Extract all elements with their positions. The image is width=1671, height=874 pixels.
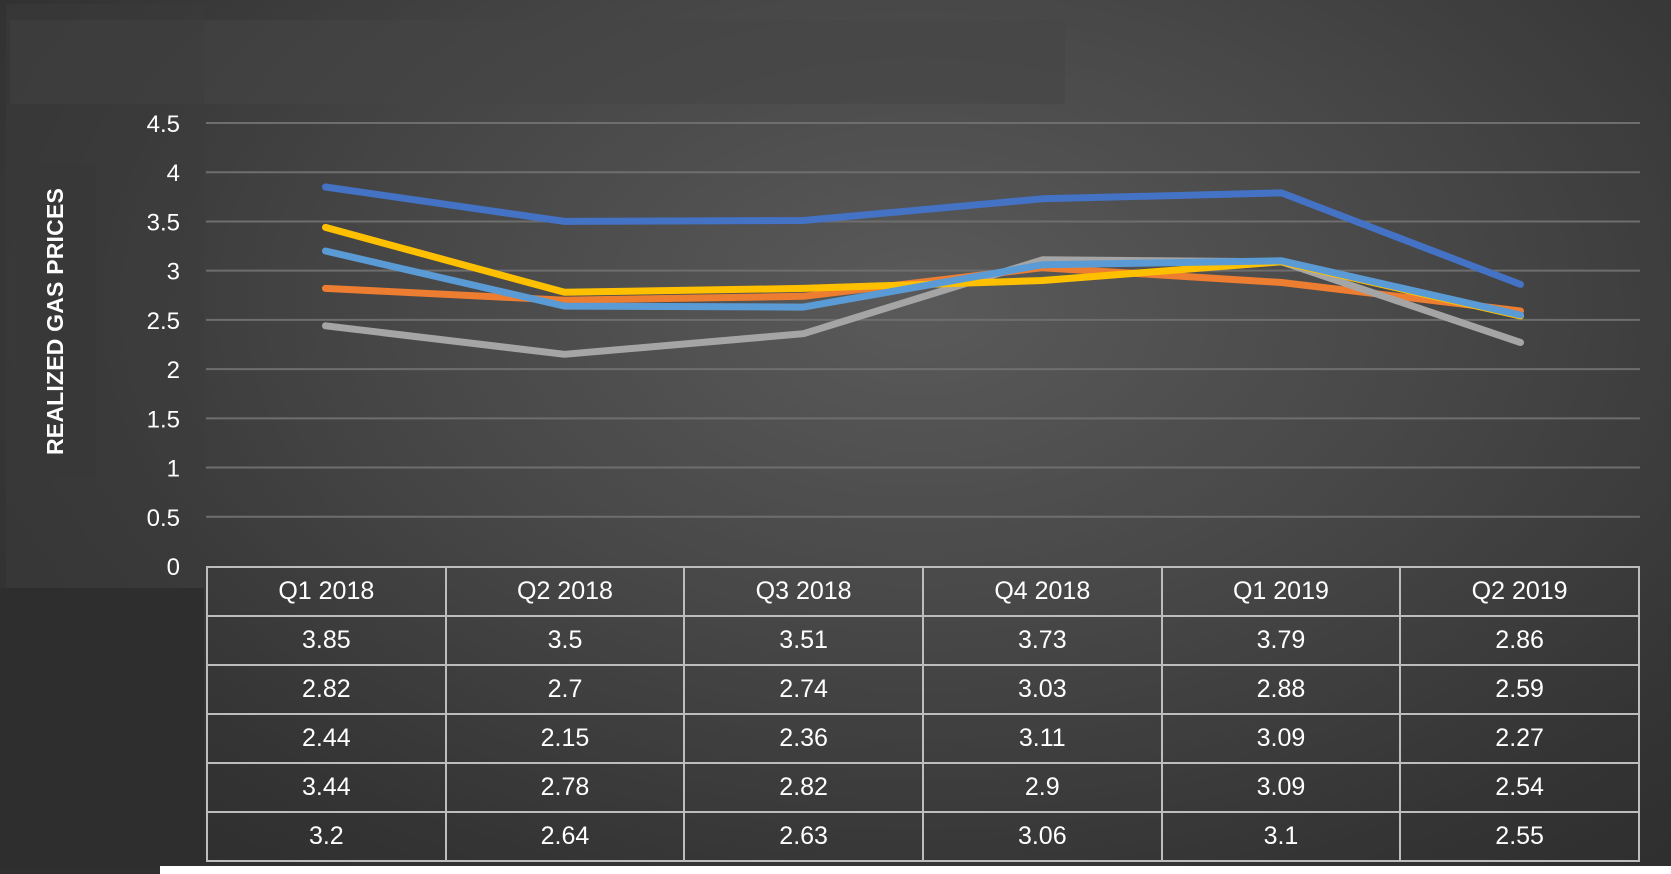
y-tick-label: 2.5: [147, 308, 180, 335]
series-line-3: [322, 256, 1524, 358]
table-cell: 2.63: [683, 811, 924, 862]
table-cell: 2.36: [683, 713, 924, 764]
table-row: 2.44 2.15 2.36 3.11 3.09 2.27: [206, 713, 1640, 764]
table-cell: 2.54: [1399, 762, 1640, 813]
table-cell: 3.03: [921, 664, 1163, 715]
footer-left-shade: [0, 866, 160, 874]
data-table-body: Q1 2018 Q2 2018 Q3 2018 Q4 2018 Q1 2019 Q2 20…: [206, 566, 1640, 862]
footer-strip: [0, 866, 1671, 874]
y-tick-label: 4.5: [147, 111, 180, 138]
x-category-label: Q1 2018: [206, 566, 447, 617]
table-cell: 2.59: [1399, 664, 1640, 715]
x-category-label: Q3 2018: [683, 566, 924, 617]
table-cell: 3.2: [206, 811, 447, 862]
table-cell: 3.79: [1160, 615, 1402, 666]
y-axis-title-box: [16, 164, 96, 478]
title-band: [10, 20, 1065, 104]
table-cell: 2.44: [206, 713, 447, 764]
series-lines: [322, 183, 1524, 358]
data-table: Q1 2018 Q2 2018 Q3 2018 Q4 2018 Q1 2019 Q2 20…: [206, 566, 1640, 862]
table-cell: 2.86: [1399, 615, 1640, 666]
y-tick-label: 3.5: [147, 209, 180, 236]
table-cell: 3.44: [206, 762, 447, 813]
table-row: 2.82 2.7 2.74 3.03 2.88 2.59: [206, 664, 1640, 715]
table-row: 3.44 2.78 2.82 2.9 3.09 2.54: [206, 762, 1640, 813]
table-cell: 2.88: [1160, 664, 1402, 715]
table-cell: 2.82: [683, 762, 924, 813]
table-cell: 2.64: [444, 811, 686, 862]
table-cell: 2.78: [444, 762, 686, 813]
table-cell: 3.73: [921, 615, 1163, 666]
y-tick-label: 0: [167, 554, 180, 581]
y-tick-label: 1: [167, 456, 180, 483]
table-cell: 3.5: [444, 615, 686, 666]
series-line-5: [322, 247, 1524, 319]
table-header-row: Q1 2018 Q2 2018 Q3 2018 Q4 2018 Q1 2019 Q2 20…: [206, 566, 1640, 617]
table-cell: 3.09: [1160, 713, 1402, 764]
table-cell: 3.85: [206, 615, 447, 666]
gridlines: [206, 122, 1640, 518]
table-row: 3.2 2.64 2.63 3.06 3.1 2.55: [206, 811, 1640, 862]
table-cell: 2.74: [683, 664, 924, 715]
y-tick-label: 4: [167, 160, 180, 187]
y-tick-label: 1.5: [147, 406, 180, 433]
table-cell: 2.27: [1399, 713, 1640, 764]
y-tick-label: 0.5: [147, 505, 180, 532]
table-cell: 2.55: [1399, 811, 1640, 862]
table-cell: 3.1: [1160, 811, 1402, 862]
x-category-label: Q1 2019: [1160, 566, 1402, 617]
table-cell: 2.82: [206, 664, 447, 715]
table-cell: 3.09: [1160, 762, 1402, 813]
table-cell: 3.11: [921, 713, 1163, 764]
x-category-label: Q4 2018: [921, 566, 1163, 617]
table-cell: 3.06: [921, 811, 1163, 862]
table-left-shade: [0, 588, 204, 866]
y-axis-ticks: 0 0.5 1 1.5 2 2.5 3 3.5 4 4.5: [147, 111, 180, 581]
y-tick-label: 2: [167, 357, 180, 384]
series-line-1: [322, 183, 1524, 288]
table-row: 3.85 3.5 3.51 3.73 3.79 2.86: [206, 615, 1640, 666]
x-category-label: Q2 2019: [1399, 566, 1640, 617]
x-category-label: Q2 2018: [444, 566, 686, 617]
table-cell: 2.15: [444, 713, 686, 764]
table-cell: 2.7: [444, 664, 686, 715]
table-cell: 3.51: [683, 615, 924, 666]
y-tick-label: 3: [167, 259, 180, 286]
table-cell: 2.9: [921, 762, 1163, 813]
